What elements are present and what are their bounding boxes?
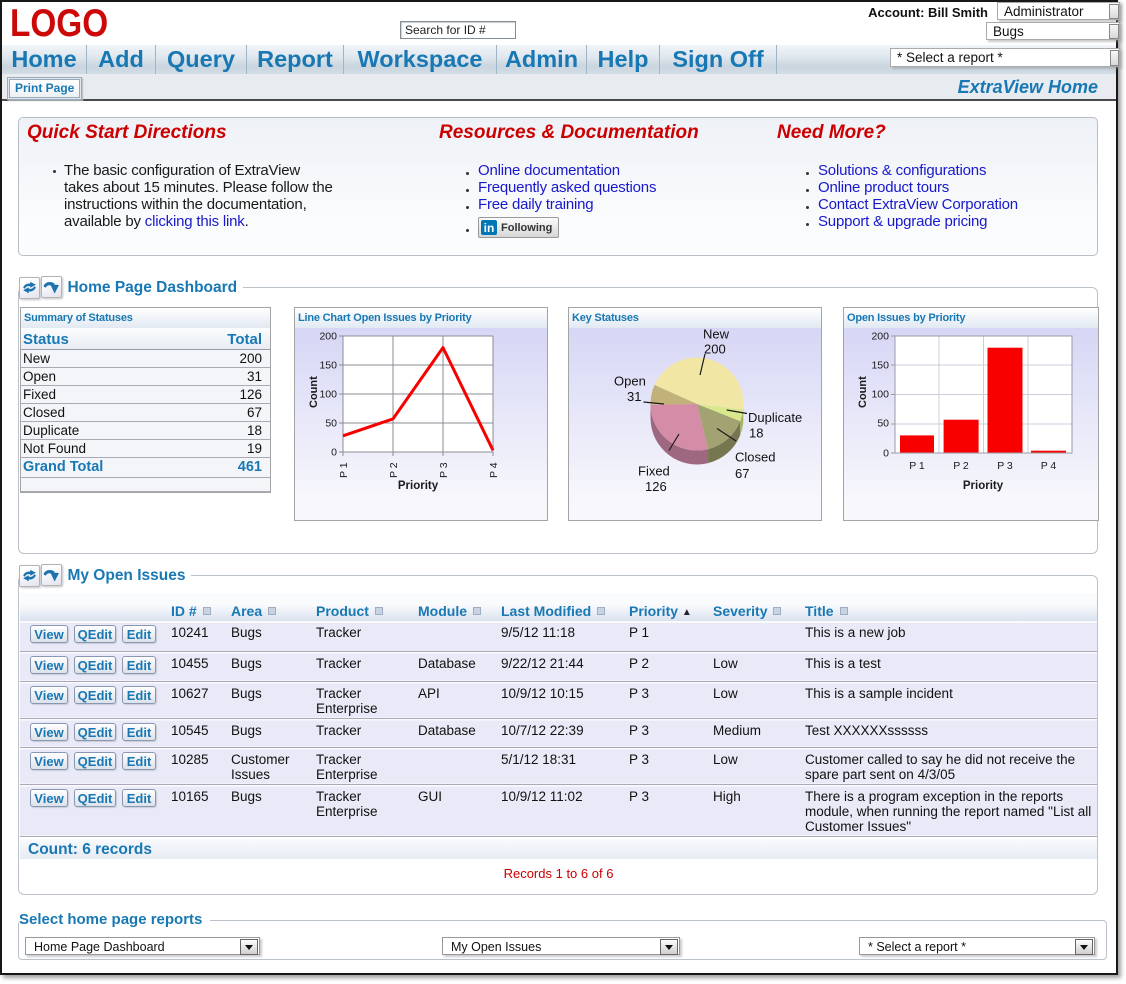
svg-text:200: 200 xyxy=(319,331,337,343)
svg-text:150: 150 xyxy=(871,360,889,372)
svg-text:50: 50 xyxy=(877,418,889,430)
svg-text:100: 100 xyxy=(871,389,889,401)
svg-text:50: 50 xyxy=(325,418,337,430)
svg-text:Count: Count xyxy=(857,376,869,408)
svg-text:P 2: P 2 xyxy=(388,462,400,478)
svg-text:0: 0 xyxy=(883,448,889,460)
svg-text:P 4: P 4 xyxy=(1041,460,1057,472)
svg-text:200: 200 xyxy=(704,342,726,357)
svg-text:18: 18 xyxy=(749,426,763,441)
svg-text:150: 150 xyxy=(319,360,337,372)
svg-text:P 3: P 3 xyxy=(438,462,450,478)
svg-text:Fixed: Fixed xyxy=(638,464,670,479)
svg-text:Priority: Priority xyxy=(398,480,439,492)
svg-text:200: 200 xyxy=(871,331,889,343)
svg-text:Open: Open xyxy=(614,374,646,389)
svg-text:New: New xyxy=(703,328,730,342)
svg-text:Priority: Priority xyxy=(963,480,1004,492)
svg-text:P 1: P 1 xyxy=(338,462,350,478)
svg-text:P 4: P 4 xyxy=(488,462,500,478)
svg-text:100: 100 xyxy=(319,389,337,401)
svg-text:Duplicate: Duplicate xyxy=(748,410,802,425)
svg-text:P 2: P 2 xyxy=(953,460,969,472)
svg-text:Count: Count xyxy=(308,376,320,408)
svg-text:P 1: P 1 xyxy=(909,460,925,472)
svg-text:P 3: P 3 xyxy=(997,460,1013,472)
svg-text:126: 126 xyxy=(645,479,667,494)
svg-text:Closed: Closed xyxy=(735,450,775,465)
svg-text:67: 67 xyxy=(735,466,749,481)
svg-text:0: 0 xyxy=(331,447,337,459)
svg-text:31: 31 xyxy=(627,389,641,404)
